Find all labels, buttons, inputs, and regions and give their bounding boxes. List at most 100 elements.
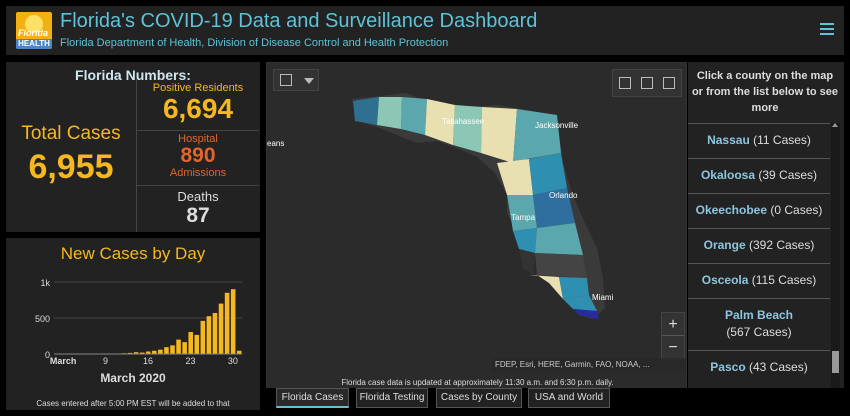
chart-bar (164, 347, 169, 354)
chart-bar (218, 303, 224, 354)
florida-map[interactable]: Tallahassee Jacksonville Orlando Tampa M… (266, 62, 687, 389)
scrollbar-thumb[interactable] (832, 351, 839, 373)
tab-bar: Florida Cases Florida Testing Cases by C… (266, 388, 687, 410)
chart-y-tick-label: 0 (45, 350, 50, 360)
numbers-title: Florida Numbers: (75, 67, 191, 83)
florida-numbers-panel: Florida Numbers: Total Cases 6,955 Posit… (6, 62, 260, 232)
hamburger-menu-icon[interactable] (820, 23, 834, 35)
tab-florida-cases[interactable]: Florida Cases (276, 388, 349, 408)
home-icon[interactable] (619, 77, 631, 89)
county-hernando-area[interactable] (507, 195, 537, 231)
select-tool-icon[interactable] (280, 74, 292, 86)
chart-y-tick-label: 500 (35, 314, 50, 324)
county-list[interactable]: Nassau (11 Cases) Okaloosa (39 Cases) Ok… (688, 123, 830, 385)
tab-cases-by-county[interactable]: Cases by County (436, 388, 522, 408)
logo-subtext: HEALTH (16, 39, 52, 49)
county-miami-dade[interactable] (573, 309, 599, 319)
chart-bar (224, 292, 230, 354)
positive-residents-label: Positive Residents (152, 82, 244, 94)
county-case-count: (0 Cases) (770, 203, 823, 217)
chart-bar (158, 349, 163, 354)
county-walton[interactable] (425, 99, 455, 145)
sun-icon (25, 15, 43, 33)
county-row-orange[interactable]: Orange (392 Cases) (688, 228, 830, 263)
tab-florida-testing[interactable]: Florida Testing (356, 388, 428, 408)
chart-bar (188, 332, 193, 354)
county-okaloosa[interactable] (401, 97, 427, 135)
positive-residents-cell: Positive Residents 6,694 (137, 79, 259, 130)
chart-x-tick-label: 23 (185, 356, 195, 366)
divider (136, 79, 137, 232)
county-name: Okaloosa (700, 168, 755, 182)
florida-health-logo: Florida HEALTH (16, 12, 52, 49)
county-broward[interactable] (563, 295, 597, 311)
total-cases-label: Total Cases (21, 123, 121, 144)
deaths-label: Deaths (177, 189, 219, 204)
county-duval-area[interactable] (513, 109, 561, 163)
county-orange[interactable] (533, 188, 575, 228)
county-name: Pasco (710, 360, 746, 374)
chart-bar (152, 350, 157, 354)
county-manatee-area[interactable] (519, 249, 535, 275)
city-label-miami: Miami (592, 293, 614, 302)
city-label-tallahassee: Tallahassee (442, 117, 485, 126)
county-row-palm-beach[interactable]: Palm Beach (567 Cases) (688, 298, 830, 350)
map-attribution[interactable]: FDEP, Esri, HERE, Garmin, FAO, NOAA, ... (492, 358, 686, 371)
county-flagler-area[interactable] (529, 153, 567, 195)
zoom-in-button[interactable]: + (662, 313, 684, 336)
tab-usa-and-world[interactable]: USA and World (528, 388, 610, 408)
chart-bar (133, 352, 139, 354)
county-case-count: (115 Cases) (751, 273, 817, 287)
list-icon[interactable] (641, 77, 653, 89)
county-map-graphic[interactable] (267, 63, 687, 389)
county-row-nassau[interactable]: Nassau (11 Cases) (688, 123, 830, 158)
county-row-osceola[interactable]: Osceola (115 Cases) (688, 263, 830, 298)
city-label-new-orleans: eans (267, 139, 285, 148)
county-list-scrollbar[interactable] (831, 123, 840, 388)
new-cases-chart-panel: New Cases by Day 0 500 1k March 9 16 23 30 Marc… (6, 238, 260, 410)
chart-bar (194, 334, 200, 354)
county-row-okaloosa[interactable]: Okaloosa (39 Cases) (688, 158, 830, 193)
county-bigbend[interactable] (481, 107, 517, 163)
county-alachua-area[interactable] (497, 159, 533, 195)
admissions-label: Admissions (169, 167, 227, 179)
county-palm-beach[interactable] (559, 277, 589, 299)
page-subtitle: Florida Department of Health, Division o… (60, 37, 449, 49)
chart-x-tick-label: 30 (228, 356, 238, 366)
chart-bar (145, 351, 151, 354)
basemap-gallery-icon[interactable] (663, 77, 675, 89)
county-highlands-area[interactable] (535, 253, 587, 278)
deaths-cell: Deaths 87 (137, 185, 259, 232)
county-santa-rosa[interactable] (377, 97, 402, 129)
county-list-panel: Click a county on the map or from the li… (688, 62, 844, 388)
dropdown-arrow-icon[interactable] (304, 78, 314, 84)
county-escambia[interactable] (353, 97, 379, 125)
hospital-admissions-cell: Hospital 890 Admissions (137, 130, 259, 185)
map-widgets (612, 69, 682, 97)
county-name: Osceola (701, 273, 749, 287)
county-lee-area[interactable] (529, 275, 563, 299)
county-leon-area[interactable] (453, 105, 482, 153)
county-row-pasco[interactable]: Pasco (43 Cases) (688, 350, 830, 385)
chart-bar (212, 312, 218, 354)
zoom-out-button[interactable]: − (668, 339, 678, 356)
chart-footnote: Cases entered after 5:00 PM EST will be … (36, 399, 230, 408)
county-case-count: (392 Cases) (748, 238, 815, 252)
map-select-tool[interactable] (273, 69, 319, 91)
county-hillsborough[interactable] (513, 228, 537, 253)
county-name: Nassau (707, 133, 750, 147)
county-polk-area[interactable] (535, 223, 583, 255)
chart-title: New Cases by Day (60, 244, 206, 263)
county-list-header: Click a county on the map or from the li… (691, 70, 839, 114)
zoom-controls: + − (661, 312, 685, 360)
chart-bar (236, 350, 242, 354)
hospital-admissions-value: 890 (180, 144, 216, 167)
total-cases-value: 6,955 (28, 148, 114, 186)
city-label-jacksonville: Jacksonville (535, 121, 579, 130)
scroll-up-arrow-icon[interactable] (832, 123, 838, 127)
chart-x-tick-label: 16 (143, 356, 153, 366)
county-case-count: (567 Cases) (726, 325, 792, 339)
chart-bar (200, 320, 206, 354)
chart-x-tick-label: March (50, 356, 77, 366)
county-row-okeechobee[interactable]: Okeechobee (0 Cases) (688, 193, 830, 228)
